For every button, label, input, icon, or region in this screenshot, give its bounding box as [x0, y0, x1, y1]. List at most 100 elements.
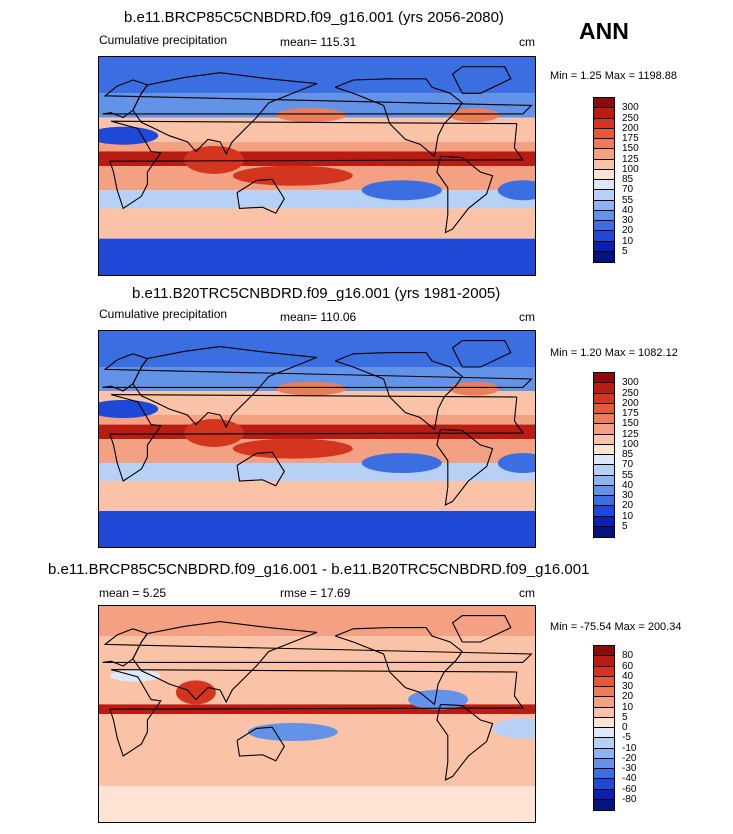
colorbar-swatch [594, 687, 614, 698]
colorbar-swatch [594, 128, 614, 139]
colorbar-label: 30 [622, 681, 634, 692]
colorbar-swatch [594, 373, 614, 384]
colorbar-label: -20 [622, 752, 637, 764]
panel3-mean: mean = 5.25 [99, 586, 167, 600]
colorbar-swatch [594, 656, 614, 667]
panel1-mean: mean= 115.31 [280, 35, 357, 49]
se-pacific-dry [361, 180, 442, 201]
coastline [132, 72, 318, 156]
panel3-title: b.e11.BRCP85C5CNBDRD.f09_g16.001 - b.e11… [48, 561, 590, 578]
colorbar-swatch [594, 403, 614, 414]
colorbar-label: 10 [622, 235, 634, 247]
colorbar-label: 175 [622, 133, 639, 144]
colorbar-swatch [594, 799, 614, 810]
colorbar-swatch [594, 707, 614, 718]
colorbar-swatch [594, 455, 614, 466]
storm-track-band [99, 208, 535, 239]
colorbar-label: -80 [622, 793, 637, 805]
coastline [132, 621, 318, 704]
colorbar-label: -10 [622, 742, 637, 754]
colorbar-swatch [594, 221, 614, 232]
coastline [236, 178, 285, 214]
colorbar-swatch [594, 717, 614, 728]
colorbar-swatch [594, 200, 614, 211]
coastline [451, 340, 512, 368]
colorbar-swatch [594, 414, 614, 425]
colorbar-label: 0 [622, 722, 628, 733]
south-subtrop-band [99, 190, 535, 209]
se-atlantic-dry [497, 180, 535, 201]
panel1-colorbar [593, 97, 615, 263]
panel2-mean: mean= 110.06 [280, 310, 357, 324]
colorbar-swatch [594, 516, 614, 527]
panel2-minmax: Min = 1.20 Max = 1082.12 [550, 347, 678, 359]
colorbar-swatch [594, 424, 614, 435]
coastline [132, 346, 318, 429]
colorbar-swatch [594, 444, 614, 455]
panel1-map [98, 56, 536, 276]
arctic-band [99, 57, 535, 94]
colorbar-label: 20 [622, 691, 634, 703]
colorbar-swatch [594, 241, 614, 252]
colorbar-label: 30 [622, 490, 634, 501]
spcz-decrease [247, 723, 338, 741]
panel1-left-label: Cumulative precipitation [99, 33, 228, 47]
colorbar-label: 125 [622, 153, 639, 165]
colorbar-label: 20 [622, 500, 634, 512]
colorbar-swatch [594, 98, 614, 109]
colorbar-swatch [594, 728, 614, 739]
colorbar-swatch [594, 118, 614, 129]
panel2-colorbar [593, 372, 615, 538]
colorbar-label: 70 [622, 184, 634, 196]
coastline [451, 615, 512, 643]
colorbar-label: 85 [622, 449, 634, 460]
colorbar-label: 40 [622, 204, 634, 216]
colorbar-swatch [594, 210, 614, 221]
colorbar-label: 300 [622, 377, 639, 389]
colorbar-label: 175 [622, 408, 639, 419]
colorbar-swatch [594, 393, 614, 404]
colorbar-label: 200 [622, 122, 639, 134]
colorbar-label: 100 [622, 438, 639, 450]
antarctic-band [99, 238, 535, 275]
colorbar-swatch [594, 506, 614, 517]
colorbar-swatch [594, 789, 614, 800]
panel3-units: cm [519, 586, 535, 600]
colorbar-label: 250 [622, 387, 639, 399]
coastline [109, 394, 524, 482]
coastline [109, 669, 524, 757]
sahara-dry [99, 126, 159, 145]
colorbar-swatch [594, 159, 614, 170]
panel3-rmse: rmse = 17.69 [280, 586, 351, 600]
colorbar-label: 85 [622, 174, 634, 185]
colorbar-swatch [594, 465, 614, 476]
colorbar-label: 150 [622, 418, 639, 430]
map-field [99, 57, 535, 275]
coastline [236, 451, 285, 487]
colorbar-swatch [594, 485, 614, 496]
colorbar-swatch [594, 434, 614, 445]
north-atlantic-storm-track [449, 108, 500, 123]
panel2-left-label: Cumulative precipitation [99, 307, 228, 321]
colorbar-swatch [594, 383, 614, 394]
colorbar-label: 125 [622, 428, 639, 440]
colorbar-label: 60 [622, 660, 634, 672]
colorbar-swatch [594, 496, 614, 507]
equatorial-increase [99, 704, 535, 714]
colorbar-swatch [594, 108, 614, 119]
colorbar-label: 55 [622, 194, 634, 206]
antarctic-band [99, 511, 535, 547]
colorbar-label: 5 [622, 711, 628, 723]
coastline [334, 627, 464, 706]
colorbar-swatch [594, 676, 614, 687]
colorbar-swatch [594, 169, 614, 180]
coastline [436, 703, 494, 781]
south-atlantic-decrease [492, 718, 535, 739]
colorbar-label: 150 [622, 143, 639, 155]
north-atlantic-storm-track [449, 381, 500, 396]
colorbar-label: -30 [622, 763, 637, 774]
colorbar-label: 10 [622, 510, 634, 522]
colorbar-swatch [594, 139, 614, 150]
colorbar-swatch [594, 149, 614, 160]
colorbar-label: 40 [622, 670, 634, 682]
